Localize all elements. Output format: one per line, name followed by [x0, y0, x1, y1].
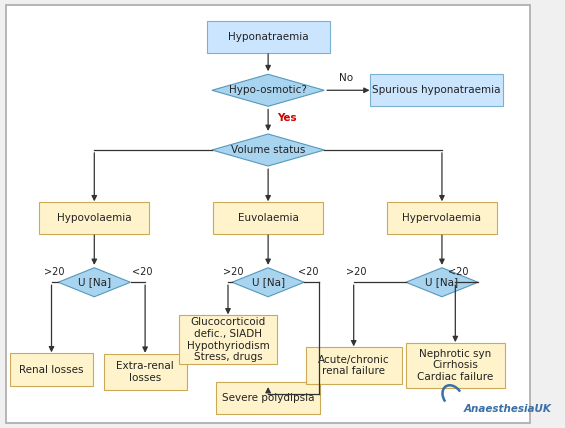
Text: <20: <20 [447, 267, 468, 277]
FancyBboxPatch shape [103, 354, 186, 390]
Polygon shape [212, 74, 324, 106]
Text: Yes: Yes [277, 113, 296, 123]
Text: Euvolaemia: Euvolaemia [238, 213, 298, 223]
FancyBboxPatch shape [207, 21, 329, 53]
Text: Extra-renal
losses: Extra-renal losses [116, 361, 174, 383]
Text: Hyponatraemia: Hyponatraemia [228, 32, 308, 42]
Text: <20: <20 [298, 267, 319, 277]
Text: U [Na]: U [Na] [251, 277, 285, 287]
Text: <20: <20 [132, 267, 153, 277]
Text: >20: >20 [44, 267, 64, 277]
Text: U [Na]: U [Na] [78, 277, 111, 287]
Polygon shape [232, 268, 304, 297]
Text: >20: >20 [346, 267, 367, 277]
FancyBboxPatch shape [406, 343, 505, 388]
Text: Hypervolaemia: Hypervolaemia [402, 213, 481, 223]
Text: No: No [338, 73, 353, 83]
FancyBboxPatch shape [370, 74, 503, 106]
Text: Volume status: Volume status [231, 145, 305, 155]
Text: Glucocorticoid
defic., SIADH
Hypothyriodism
Stress, drugs: Glucocorticoid defic., SIADH Hypothyriod… [186, 318, 270, 362]
Polygon shape [406, 268, 478, 297]
Text: >20: >20 [223, 267, 244, 277]
FancyBboxPatch shape [214, 202, 323, 234]
FancyBboxPatch shape [40, 202, 149, 234]
Text: U [Na]: U [Na] [425, 277, 459, 287]
Text: Severe polydipsia: Severe polydipsia [222, 393, 314, 403]
FancyBboxPatch shape [179, 315, 277, 364]
Text: Hypovolaemia: Hypovolaemia [57, 213, 132, 223]
FancyBboxPatch shape [387, 202, 497, 234]
FancyBboxPatch shape [6, 5, 530, 423]
Text: Renal losses: Renal losses [19, 365, 84, 374]
Text: Spurious hyponatraemia: Spurious hyponatraemia [372, 85, 501, 95]
Polygon shape [58, 268, 131, 297]
Text: Nephrotic syn
Cirrhosis
Cardiac failure: Nephrotic syn Cirrhosis Cardiac failure [417, 349, 493, 382]
Text: AnaesthesiaUK: AnaesthesiaUK [463, 404, 551, 414]
Text: Hypo-osmotic?: Hypo-osmotic? [229, 85, 307, 95]
FancyBboxPatch shape [306, 347, 402, 383]
FancyBboxPatch shape [10, 353, 93, 386]
Text: Acute/chronic
renal failure: Acute/chronic renal failure [318, 355, 389, 376]
Polygon shape [212, 134, 324, 166]
FancyBboxPatch shape [216, 382, 320, 414]
